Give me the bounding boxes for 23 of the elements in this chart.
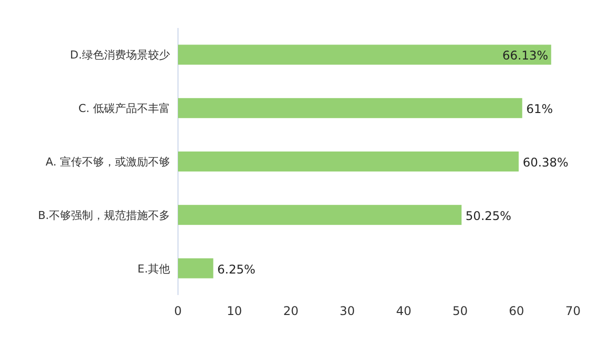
x-tick-label: 0	[174, 304, 182, 318]
x-tick-label: 50	[452, 304, 468, 318]
bar	[178, 44, 552, 65]
y-tick-label: B.不够强制，规范措施不多	[38, 208, 170, 222]
x-tick-label: 60	[508, 304, 524, 318]
x-tick-label: 30	[340, 304, 355, 318]
y-tick-label: D.绿色消费场景较少	[70, 48, 170, 62]
bar	[178, 258, 214, 278]
data-label: 6.25%	[217, 262, 256, 276]
bar	[178, 204, 462, 225]
x-tick-label: 70	[565, 304, 581, 318]
data-label: 66.13%	[502, 48, 548, 63]
x-tick-label: 40	[396, 304, 412, 318]
y-tick-label: A. 宣传不够，或激励不够	[46, 156, 170, 168]
bar	[178, 152, 519, 172]
x-tick-label: 10	[226, 304, 242, 318]
y-tick-label: C. 低碳产品不丰富	[78, 102, 170, 116]
bar	[178, 98, 522, 118]
data-label: 61%	[526, 102, 553, 116]
data-label: 50.25%	[466, 208, 512, 223]
y-tick-label: E.其他	[138, 262, 170, 276]
data-label: 60.38%	[522, 156, 568, 170]
x-tick-label: 20	[283, 304, 298, 318]
